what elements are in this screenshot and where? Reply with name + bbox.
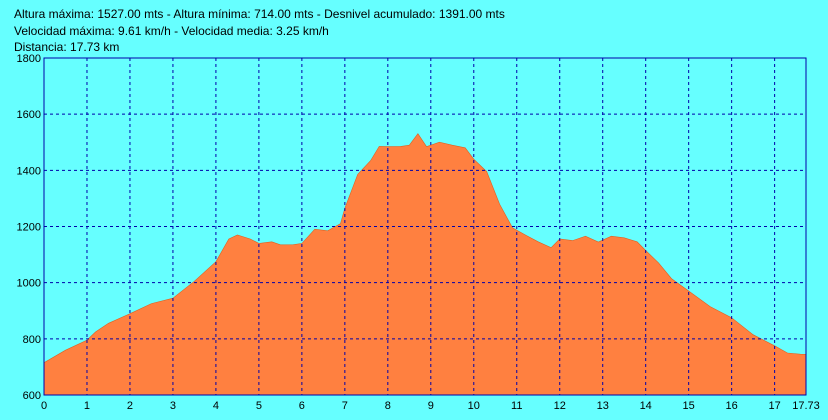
speed-stats: Velocidad máxima: 9.61 km/h - Velocidad … <box>14 23 329 38</box>
elevation-area <box>43 133 807 396</box>
x-axis-ticks: 0 1 2 3 4 5 6 7 8 9 10 11 12 13 14 15 16 17 17.73 <box>41 400 820 412</box>
x-tick-label: 8 <box>385 400 391 412</box>
x-tick-label: 12 <box>554 400 566 412</box>
x-tick-label: 13 <box>597 400 609 412</box>
x-tick-label: 11 <box>511 400 522 412</box>
y-tick-label: 1800 <box>17 53 41 65</box>
y-tick-label: 600 <box>23 390 41 402</box>
x-tick-label: 9 <box>428 400 434 412</box>
altitude-stats: Altura máxima: 1527.00 mts - Altura míni… <box>14 7 505 21</box>
y-tick-label: 800 <box>23 334 41 346</box>
y-tick-label: 1200 <box>17 222 41 234</box>
x-tick-label: 10 <box>468 400 480 412</box>
y-axis-ticks: 600 800 1000 1200 1400 1600 1800 <box>17 53 41 402</box>
x-tick-label: 15 <box>683 400 695 412</box>
x-tick-label: 0 <box>41 400 47 412</box>
plot-frame <box>43 57 807 396</box>
x-tick-label: 2 <box>127 400 133 412</box>
x-tick-label: 17 <box>769 400 781 412</box>
x-tick-label: 14 <box>640 400 652 412</box>
x-tick-label: 5 <box>256 400 262 412</box>
x-tick-label: 7 <box>342 400 348 412</box>
x-tick-label: 17.73 <box>792 400 820 412</box>
x-tick-label: 4 <box>213 400 219 412</box>
y-tick-label: 1000 <box>17 278 41 290</box>
y-tick-label: 1400 <box>17 165 41 177</box>
x-tick-label: 6 <box>299 400 305 412</box>
stats-header: Altura máxima: 1527.00 mts - Altura míni… <box>14 6 505 56</box>
distance-stat: Distancia: 17.73 km <box>14 40 120 54</box>
y-tick-label: 1600 <box>17 109 41 121</box>
x-tick-label: 3 <box>170 400 176 412</box>
grid-lines <box>44 58 806 395</box>
x-tick-label: 1 <box>84 400 90 412</box>
x-tick-label: 16 <box>726 400 738 412</box>
